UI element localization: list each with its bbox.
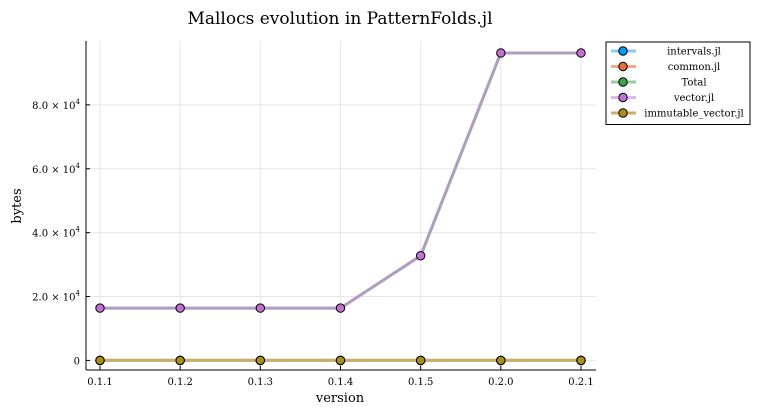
tick-layer: 0.1.1 0.1.2 0.1.3 0.1.4 0.1.5 0.2.0 0.2.1 0 2.0 … [32, 98, 594, 388]
legend-marker [618, 61, 628, 72]
legend: intervals.jl common.jl Total vector.jl immut… [605, 41, 751, 125]
legend-label: vector.jl [673, 93, 714, 104]
legend-label: intervals.jl [667, 47, 721, 58]
x-tick-label: 0.2.0 [488, 377, 513, 388]
chart-title: Mallocs evolution in PatternFolds.jl [187, 9, 492, 29]
series-layer [95, 48, 586, 366]
legend-label: immutable_vector.jl [644, 109, 743, 120]
x-axis-label: version [315, 391, 365, 406]
data-point [95, 303, 105, 313]
y-tick-label: 8.0 × 104 [32, 98, 80, 112]
legend-marker [618, 77, 628, 87]
data-point [496, 48, 506, 58]
y-tick-label: 2.0 × 104 [32, 290, 80, 304]
y-tick-label: 4.0 × 104 [32, 226, 80, 240]
x-tick-label: 0.2.1 [568, 377, 593, 388]
data-point [175, 355, 185, 366]
x-tick-label: 0.1.3 [248, 377, 273, 388]
legend-label: Total [681, 78, 706, 89]
x-tick-label: 0.1.4 [328, 377, 353, 388]
data-point [95, 355, 105, 366]
legend-label: common.jl [668, 62, 721, 73]
data-point [335, 303, 346, 313]
legend-marker [618, 108, 628, 118]
data-point [255, 355, 266, 366]
x-tick-label: 0.1.5 [408, 377, 433, 388]
data-point [576, 48, 586, 58]
data-point [255, 303, 266, 313]
x-tick-label: 0.1.1 [87, 377, 112, 388]
data-point [335, 355, 346, 366]
data-point [415, 251, 426, 261]
legend-marker [618, 92, 628, 103]
legend-marker [618, 46, 628, 56]
y-tick-label: 6.0 × 104 [32, 162, 80, 176]
data-point [175, 303, 185, 313]
y-tick-label: 0 [74, 356, 80, 367]
grid-layer [86, 41, 596, 370]
x-tick-label: 0.1.2 [167, 377, 192, 388]
data-point [415, 355, 426, 366]
data-point [576, 355, 586, 366]
data-point [496, 355, 506, 366]
y-axis-label: bytes [10, 188, 25, 223]
